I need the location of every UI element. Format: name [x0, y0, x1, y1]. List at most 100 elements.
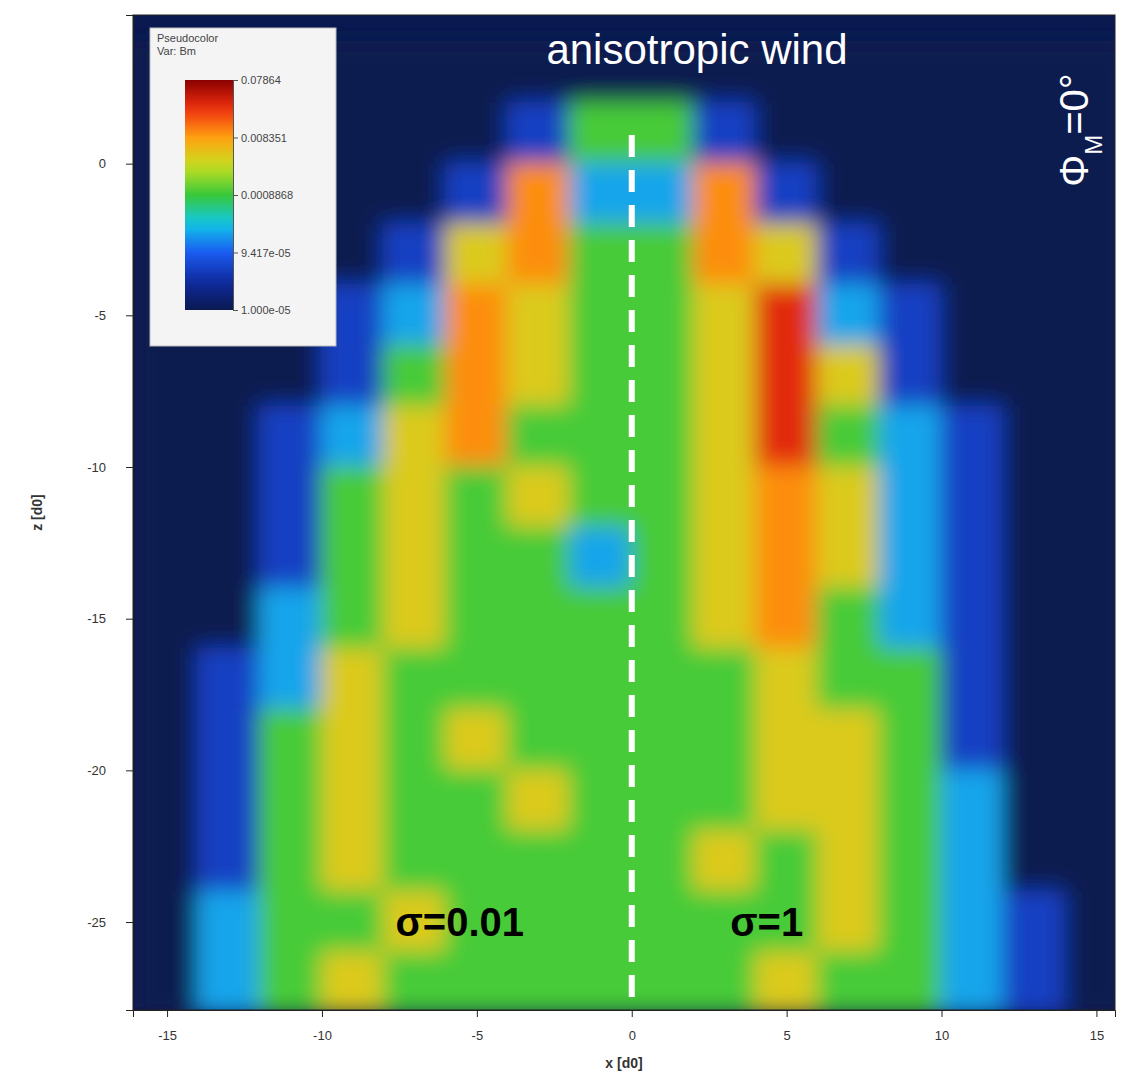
heatmap-cell	[631, 951, 695, 1010]
tick-label: -20	[87, 763, 106, 778]
heatmap-cell	[569, 345, 633, 408]
heatmap-cell	[507, 405, 571, 468]
tick-label: -15	[87, 611, 106, 626]
heatmap-cell	[941, 405, 1005, 468]
heatmap-cell	[383, 769, 447, 832]
tick: -25	[87, 915, 133, 930]
heatmap-cell	[755, 223, 819, 286]
heatmap-cell	[631, 709, 695, 772]
heatmap-cell	[383, 587, 447, 650]
heatmap-cell	[817, 405, 881, 468]
heatmap-cell	[445, 102, 509, 165]
heatmap-cell	[817, 527, 881, 590]
heatmap-cell	[569, 102, 633, 165]
tick: 0.008351	[233, 132, 287, 144]
heatmap-cell	[383, 163, 447, 226]
heatmap-cell	[817, 163, 881, 226]
tick-label: 0	[99, 156, 106, 171]
heatmap-cell	[383, 648, 447, 711]
heatmap-cell	[1064, 648, 1115, 711]
heatmap-cell	[879, 891, 943, 954]
heatmap-cell	[135, 769, 199, 832]
annotation: σ=1	[730, 900, 803, 944]
heatmap-cell	[1002, 891, 1066, 954]
heatmap-cell	[817, 769, 881, 832]
heatmap-cell	[631, 891, 695, 954]
heatmap-cell	[383, 102, 447, 165]
heatmap-cell	[817, 951, 881, 1010]
heatmap-cell	[1002, 223, 1066, 286]
annotation: σ=0.01	[395, 900, 524, 944]
heatmap-cell	[383, 284, 447, 347]
heatmap-cell	[941, 951, 1005, 1010]
heatmap-cell	[1064, 345, 1115, 408]
tick-label: 5	[784, 1028, 791, 1043]
tick: -5	[472, 1010, 484, 1043]
axis-line	[234, 81, 239, 311]
heatmap-cell	[569, 527, 633, 590]
heatmap-cell	[569, 891, 633, 954]
heatmap-cell	[631, 345, 695, 408]
heatmap-cell	[631, 648, 695, 711]
heatmap-cell	[693, 830, 757, 893]
heatmap-cell	[693, 769, 757, 832]
heatmap-cell	[445, 587, 509, 650]
heatmap-cell	[507, 648, 571, 711]
heatmap-cell	[197, 709, 261, 772]
tick-label: -5	[94, 308, 106, 323]
heatmap-cell	[135, 951, 199, 1010]
heatmap-cell	[197, 405, 261, 468]
heatmap-cell	[507, 163, 571, 226]
heatmap-cell	[941, 527, 1005, 590]
tick: 5	[784, 1010, 791, 1043]
heatmap-cell	[197, 345, 261, 408]
legend-title: Pseudocolor	[157, 32, 218, 44]
axis: -25-20-15-10-50	[87, 16, 133, 1011]
heatmap-cell	[631, 587, 695, 650]
corner-label-sub: M	[1080, 135, 1107, 155]
heatmap-cell	[197, 587, 261, 650]
heatmap-cell	[755, 163, 819, 226]
heatmap-cell	[1002, 830, 1066, 893]
heatmap-cell	[879, 648, 943, 711]
heatmap-cell	[755, 405, 819, 468]
x-axis-title: x [d0]	[605, 1055, 642, 1071]
heatmap-cell	[817, 709, 881, 772]
heatmap-cell	[631, 769, 695, 832]
heatmap-cell	[383, 830, 447, 893]
tick-label: 10	[935, 1028, 949, 1043]
tick-mark	[233, 252, 238, 253]
heatmap-cell	[197, 527, 261, 590]
heatmap-cell	[259, 466, 323, 529]
tick-mark	[167, 1010, 168, 1017]
heatmap-cell	[631, 527, 695, 590]
tick-label: 15	[1090, 1028, 1104, 1043]
heatmap-cell	[941, 102, 1005, 165]
heatmap-cell	[383, 405, 447, 468]
tick-mark	[787, 1010, 788, 1017]
heatmap-cell	[755, 951, 819, 1010]
heatmap-cell	[1064, 284, 1115, 347]
divider	[629, 135, 635, 1010]
heatmap-cell	[879, 466, 943, 529]
tick: 10	[935, 1010, 949, 1043]
tick-mark	[233, 310, 238, 311]
heatmap-cell	[941, 284, 1005, 347]
heatmap-cell	[941, 223, 1005, 286]
heatmap-cell	[507, 587, 571, 650]
heatmap-cell	[1002, 709, 1066, 772]
heatmap-cell	[693, 527, 757, 590]
tick-mark	[233, 137, 238, 138]
heatmap-cell	[755, 769, 819, 832]
corner-label-base: Φ	[1052, 155, 1096, 187]
tick-mark	[126, 467, 133, 468]
heatmap-cell	[569, 466, 633, 529]
tick: -15	[158, 1010, 177, 1043]
heatmap-cell	[817, 648, 881, 711]
heatmap-cell	[259, 891, 323, 954]
heatmap-cell	[569, 223, 633, 286]
plot-frame	[133, 15, 1115, 1010]
heatmap-cell	[941, 587, 1005, 650]
heatmap-cell	[445, 951, 509, 1010]
tick-label: 0.008351	[241, 132, 287, 144]
